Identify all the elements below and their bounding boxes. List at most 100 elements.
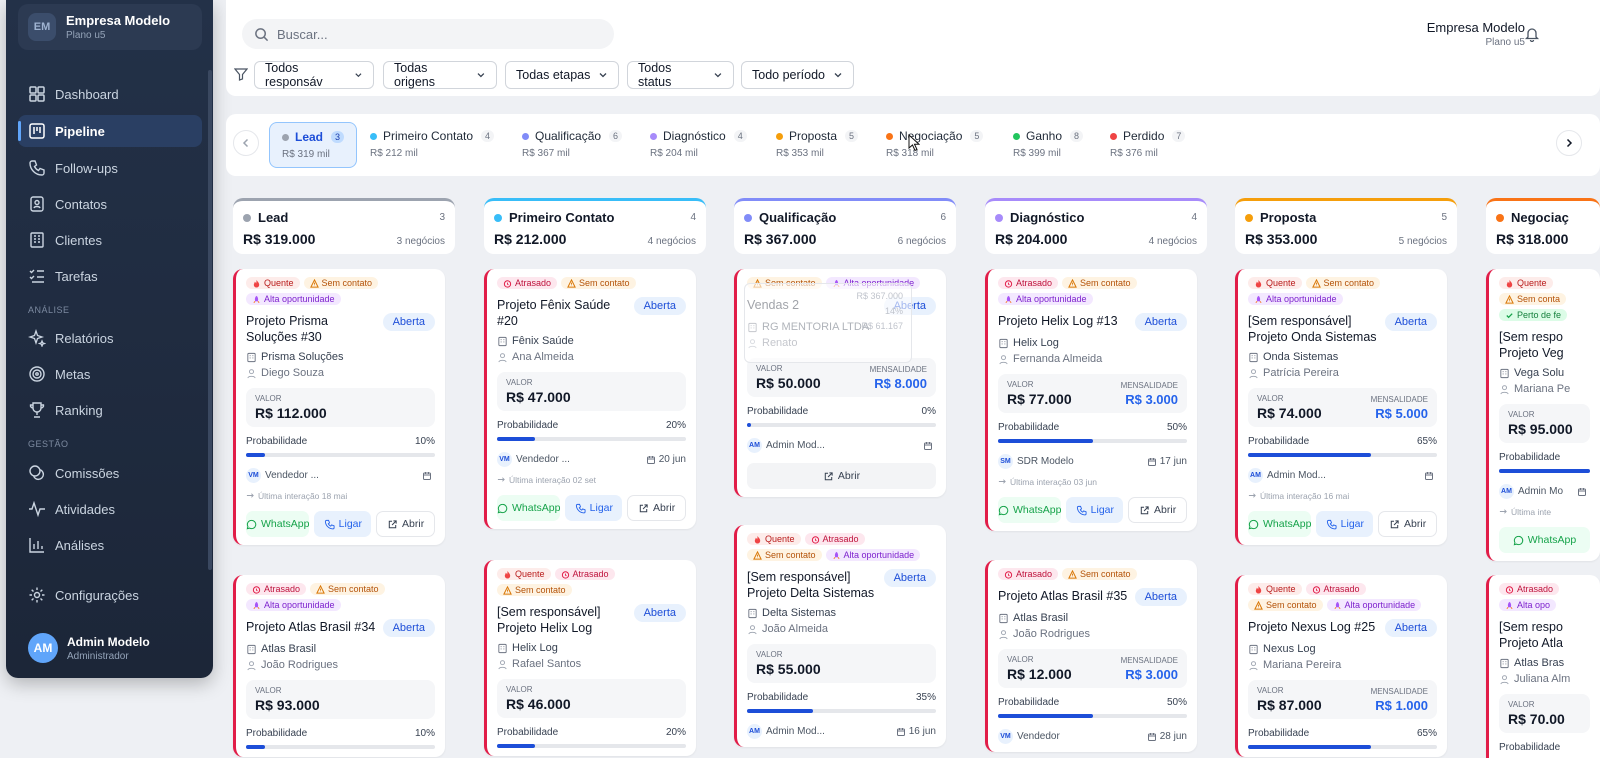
next-stage-button[interactable] — [1556, 130, 1582, 156]
tab-stage-5[interactable]: Negociação 5 R$ 318 mil — [874, 122, 995, 168]
sidebar-item-analises[interactable]: Análises — [18, 529, 202, 561]
open-button[interactable]: Abrir — [627, 495, 687, 521]
user-icon — [498, 659, 507, 669]
deal-title[interactable]: Projeto Atlas Brasil #35 — [998, 589, 1128, 603]
deal-card[interactable]: Atrasado Sem contato Alta oportunidade Proj… — [233, 575, 445, 757]
call-button[interactable]: Ligar — [565, 495, 623, 521]
deal-card[interactable]: Quente Atrasado Sem contato Alta oportunida… — [734, 525, 946, 747]
sidebar-item-ranking[interactable]: Ranking — [18, 394, 202, 426]
probability-bar — [1248, 745, 1437, 749]
status-badge: Aberta — [633, 604, 686, 622]
sidebar-item-tarefas[interactable]: Tarefas — [18, 260, 202, 292]
open-button[interactable]: Abrir — [1378, 511, 1438, 537]
stage-dot — [650, 132, 657, 140]
deal-contact: Rafael Santos — [497, 658, 686, 670]
sidebar-item-relatorios[interactable]: Relatórios — [18, 322, 202, 354]
deal-card[interactable]: Quente Atrasado Sem contato Alta oportunida… — [1235, 575, 1447, 757]
contact-label: Patrícia Pereira — [1263, 367, 1339, 379]
deal-title[interactable]: Projeto Helix Log #13 — [998, 314, 1118, 328]
column-count: 5 — [1441, 212, 1447, 223]
filter-origens[interactable]: Todas origens — [383, 61, 497, 89]
tab-stage-0[interactable]: Lead 3 R$ 319 mil — [269, 122, 358, 168]
deal-card[interactable]: Atrasado Sem contato Projeto Fênix Saúde #… — [484, 269, 696, 529]
deal-card[interactable]: Quente Sem contato Alta oportunidade [Sem r… — [1235, 269, 1447, 545]
sidebar-scrollbar[interactable] — [208, 70, 212, 570]
deal-title[interactable]: [Sem responsável] Projeto Onda Sistemas — [1248, 314, 1377, 344]
tag-badge: Sem contato — [310, 583, 385, 595]
deal-contact: Ana Almeida — [497, 351, 686, 363]
contact-label: Diego Souza — [261, 367, 324, 379]
deal-card[interactable]: Atrasado Sem contato Projeto Atlas Brasil … — [985, 560, 1197, 752]
call-button[interactable]: Ligar — [1316, 511, 1374, 537]
open-button[interactable]: Abrir — [1128, 497, 1188, 523]
chevron-left-icon — [242, 138, 249, 148]
button-label: Ligar — [1340, 518, 1365, 530]
tab-stage-4[interactable]: Proposta 5 R$ 353 mil — [764, 122, 870, 168]
rocket-icon — [253, 295, 260, 303]
user-profile[interactable]: AM Admin Modelo Administrador — [18, 626, 202, 670]
bell-icon[interactable] — [1524, 26, 1540, 42]
org-switcher[interactable]: EM Empresa Modelo Plano u5 — [18, 4, 202, 50]
filter-etapas[interactable]: Todas etapas — [505, 61, 619, 89]
contacts-icon — [30, 196, 44, 212]
sidebar-item-follow-ups[interactable]: Follow-ups — [18, 152, 202, 184]
deal-title[interactable]: Projeto Prisma Soluções #30 — [246, 314, 328, 344]
deal-title[interactable]: [Sem respo Projeto Veg — [1499, 330, 1564, 360]
whatsapp-button[interactable]: WhatsApp — [998, 497, 1062, 523]
deal-title[interactable]: Projeto Fênix Saúde #20 — [497, 298, 611, 328]
sidebar-item-contatos[interactable]: Contatos — [18, 188, 202, 220]
tag-label: Atrasado — [822, 534, 859, 544]
whatsapp-button[interactable]: WhatsApp — [1499, 527, 1590, 553]
value-box: VALOR R$ 95.000 — [1499, 404, 1590, 443]
building-icon — [498, 336, 507, 346]
deal-card[interactable]: Atrasado Alta opo [Sem respo Projeto Atla A… — [1486, 575, 1600, 758]
value-box: VALOR R$ 12.000 MENSALIDADE R$ 3.000 — [998, 649, 1187, 688]
whatsapp-button[interactable]: WhatsApp — [1248, 511, 1312, 537]
probability-row: Probabilidade 10% — [246, 436, 435, 447]
deal-monthly: R$ 5.000 — [1375, 406, 1428, 421]
deal-card[interactable]: Quente Sem conta Perto de fe [Sem respo Pro… — [1486, 269, 1600, 561]
sidebar-item-pipeline[interactable]: Pipeline — [18, 115, 202, 147]
external-link-icon — [388, 519, 397, 528]
call-button[interactable]: Ligar — [314, 511, 372, 537]
rocket-icon — [833, 551, 840, 559]
tag-label: Quente — [1266, 278, 1296, 288]
sidebar-item-clientes[interactable]: Clientes — [18, 224, 202, 256]
tag-label: Atrasado — [572, 569, 609, 579]
call-button[interactable]: Ligar — [1066, 497, 1124, 523]
deal-card[interactable]: Quente Atrasado Sem contato [Sem responsáve… — [484, 560, 696, 756]
whatsapp-button[interactable]: WhatsApp — [246, 511, 310, 537]
whatsapp-button[interactable]: WhatsApp — [497, 495, 561, 521]
filter-status[interactable]: Todos status — [627, 61, 734, 89]
prev-stage-button[interactable] — [233, 130, 259, 156]
deal-card[interactable]: Atrasado Sem contato Alta oportunidade Proj… — [985, 269, 1197, 531]
filter-responsavel[interactable]: Todos responsáv — [254, 61, 374, 89]
sidebar-item-metas[interactable]: Metas — [18, 358, 202, 390]
deal-title[interactable]: [Sem responsável] Projeto Delta Sistemas — [747, 570, 875, 600]
search-input[interactable]: Buscar... — [242, 19, 614, 49]
tab-stage-3[interactable]: Diagnóstico 4 R$ 204 mil — [638, 122, 759, 168]
sidebar-item-configuracoes[interactable]: Configurações — [18, 579, 202, 611]
building-icon — [1500, 368, 1509, 378]
sidebar-item-atividades[interactable]: Atividades — [18, 493, 202, 525]
deal-title[interactable]: Projeto Atlas Brasil #34 — [246, 620, 376, 634]
deal-title[interactable]: [Sem respo Projeto Atla — [1499, 620, 1563, 650]
deal-card[interactable]: Quente Sem contato Alta oportunidade Projet… — [233, 269, 445, 545]
top-bar: Buscar... Empresa Modelo Plano u5 — [226, 0, 1600, 60]
deal-title[interactable]: [Sem responsável] Projeto Helix Log — [497, 605, 601, 635]
open-button[interactable]: Abrir — [747, 463, 936, 489]
sidebar-item-dashboard[interactable]: Dashboard — [18, 78, 202, 110]
tab-stage-1[interactable]: Primeiro Contato 4 R$ 212 mil — [358, 122, 506, 168]
tab-stage-6[interactable]: Ganho 8 R$ 399 mil — [1001, 122, 1095, 168]
tag-badge: Alta oportunidade — [998, 293, 1093, 305]
probability-label: Probabilidade — [1248, 436, 1310, 447]
tab-stage-7[interactable]: Perdido 7 R$ 376 mil — [1098, 122, 1197, 168]
filter-periodo[interactable]: Todo período — [741, 61, 854, 89]
phone-icon — [1076, 505, 1087, 515]
button-label: Ligar — [1090, 504, 1115, 516]
tab-stage-2[interactable]: Qualificação 6 R$ 367 mil — [510, 122, 634, 168]
whatsapp-icon — [998, 505, 1009, 515]
deal-title[interactable]: Projeto Nexus Log #25 — [1248, 620, 1376, 634]
sidebar-item-comissoes[interactable]: Comissões — [18, 457, 202, 489]
open-button[interactable]: Abrir — [376, 511, 436, 537]
